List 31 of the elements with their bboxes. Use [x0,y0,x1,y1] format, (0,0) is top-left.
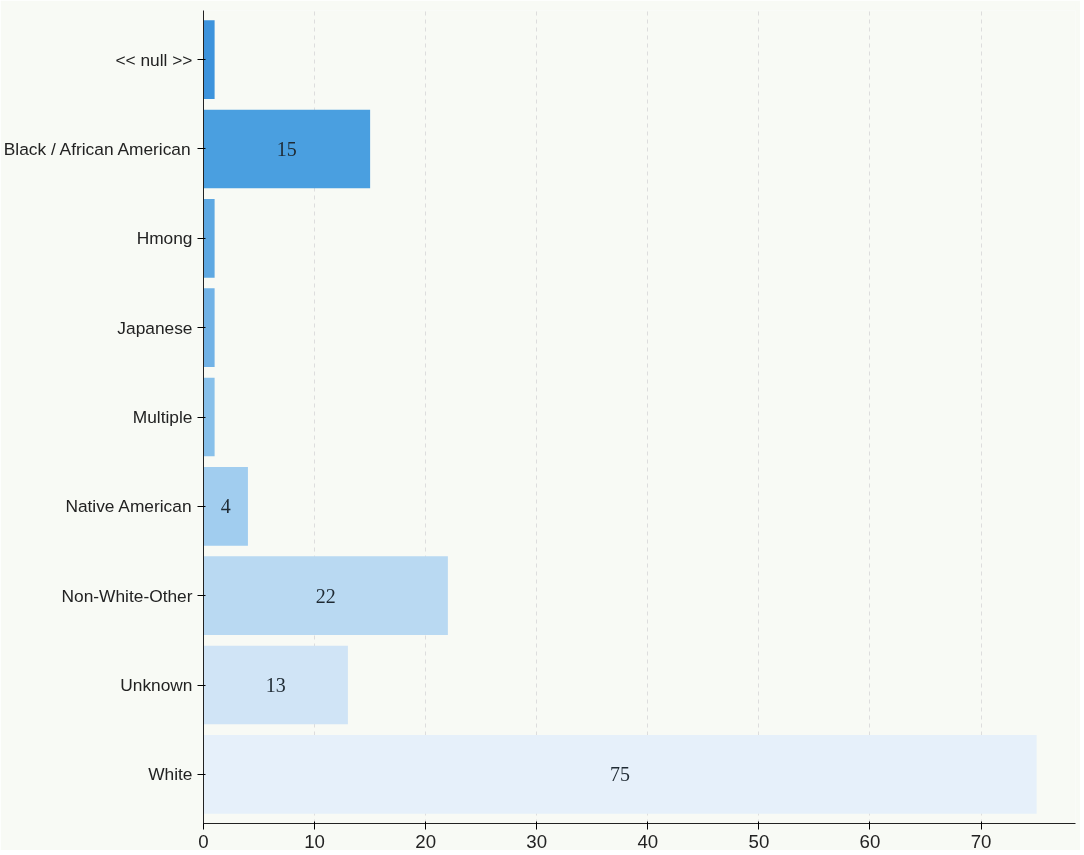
bar [203,556,448,635]
x-tick-label: 40 [637,830,659,852]
y-tick-label: Multiple [132,407,193,427]
bar [203,288,215,367]
x-tick-label: 70 [970,830,992,852]
y-tick-label: Hmong [136,228,193,249]
y-tick-label: White [148,764,193,785]
x-tick-label: 50 [748,830,770,852]
data-label: 22 [315,584,336,607]
bar [203,377,215,457]
bar [203,199,215,278]
data-label: 13 [265,674,286,697]
x-tick-label: 60 [859,830,881,852]
data-label: 75 [610,763,631,786]
y-tick-label: << null >> [115,49,193,70]
data-label: 4 [220,495,231,518]
bar [203,735,1037,814]
y-tick-label: Black / African American [3,138,191,159]
bar [203,467,248,546]
bar [203,20,215,99]
bar [203,645,348,725]
bar [203,109,371,189]
x-tick-label: 20 [415,830,437,852]
y-tick-label: Japanese [117,317,193,338]
y-tick-label: Non-White-Other [61,585,193,606]
x-tick-label: 0 [198,830,209,852]
x-tick-label: 10 [304,830,325,852]
x-tick-label: 30 [526,830,548,852]
data-label: 15 [276,137,297,160]
y-tick-label: Native American [65,496,192,517]
y-tick-label: Unknown [120,675,193,696]
